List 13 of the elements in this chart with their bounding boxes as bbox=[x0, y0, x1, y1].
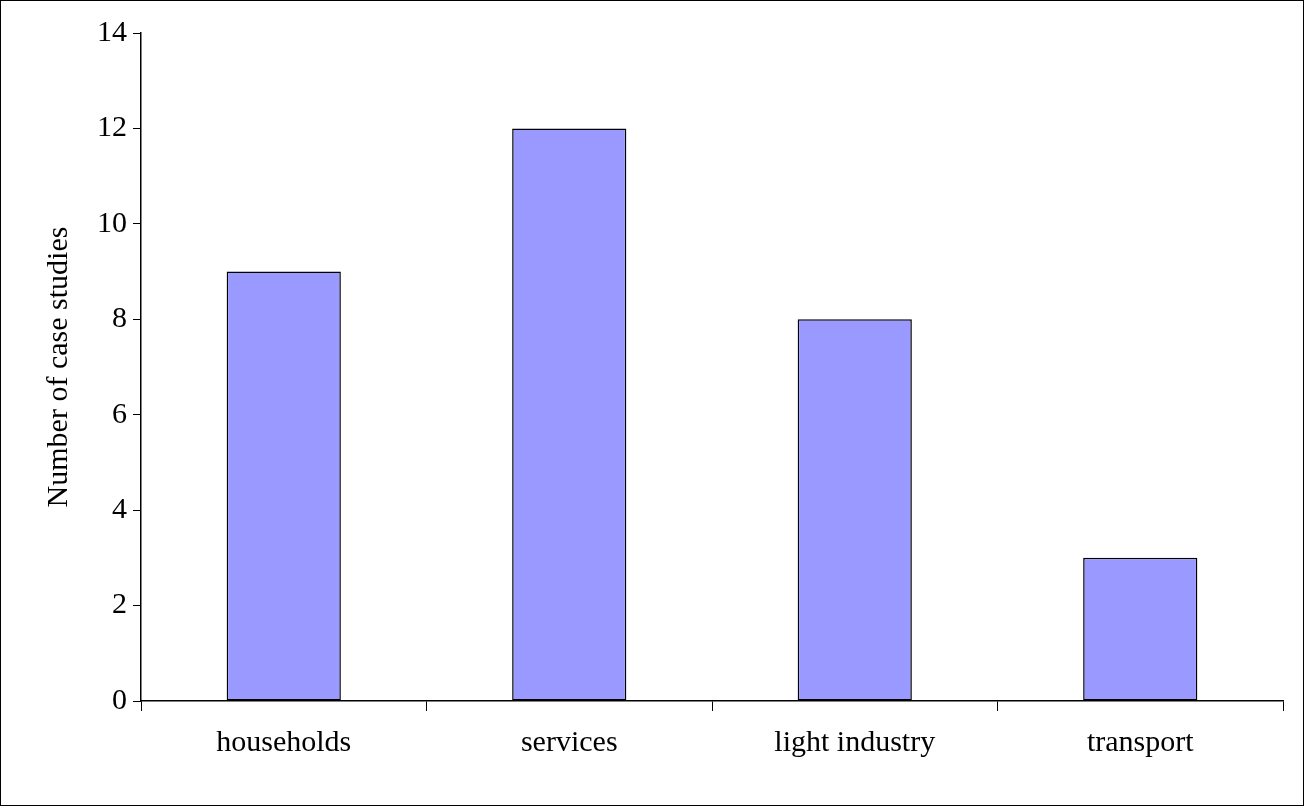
y-axis-title: Number of case studies bbox=[39, 226, 73, 508]
y-tick-label: 0 bbox=[112, 681, 127, 715]
y-tick-label: 4 bbox=[112, 491, 127, 525]
y-tick-label: 6 bbox=[112, 395, 127, 429]
y-tick-label: 8 bbox=[112, 300, 127, 334]
x-tick-label: households bbox=[216, 723, 352, 757]
x-tick-label: light industry bbox=[774, 723, 936, 757]
y-tick-label: 2 bbox=[112, 586, 127, 620]
y-tick-label: 12 bbox=[97, 109, 127, 143]
y-tick-label: 10 bbox=[97, 204, 127, 238]
y-tick-label: 14 bbox=[97, 13, 127, 47]
x-tick-label: transport bbox=[1086, 723, 1195, 757]
x-tick-label: services bbox=[520, 723, 618, 757]
